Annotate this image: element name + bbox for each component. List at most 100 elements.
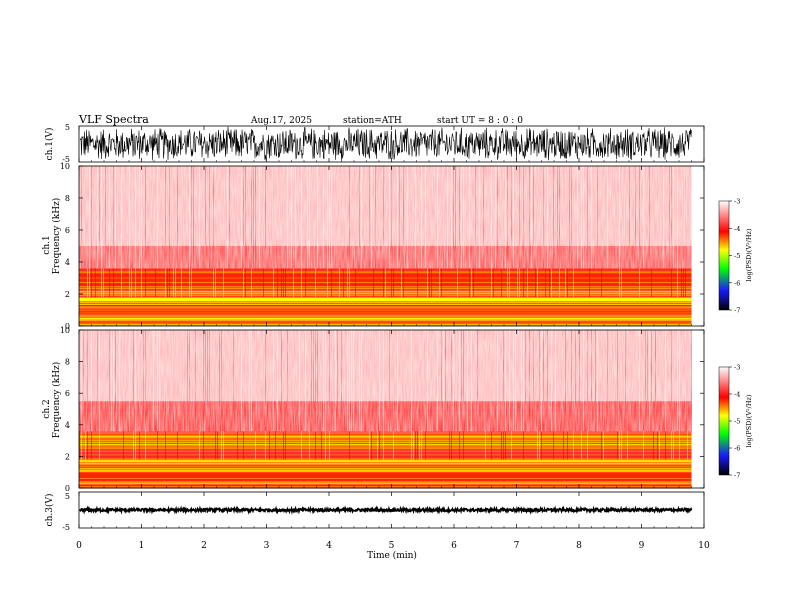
spec2-burst — [81, 431, 82, 460]
spec1-band — [79, 308, 692, 317]
spec1-line-feature — [79, 306, 692, 308]
spec2-line-feature — [79, 447, 692, 449]
spec2-burst — [581, 431, 582, 460]
spec1-burst — [527, 268, 528, 298]
spec1-burst — [213, 268, 214, 298]
spec2-line-feature — [79, 434, 692, 436]
time-tick-label: 1 — [139, 541, 145, 551]
cb2-ticks-tick-label: -7 — [734, 472, 740, 480]
cb2-ticks-tick-label: -3 — [734, 364, 740, 372]
spec2-burst — [451, 431, 452, 460]
spec2-line-feature — [79, 458, 692, 460]
spec2-line-feature — [79, 479, 692, 481]
spec1-ytick-label: 4 — [65, 258, 70, 267]
spec1-burst — [135, 268, 136, 298]
spec1-burst — [457, 268, 458, 298]
spec2-band — [79, 472, 692, 481]
ch3-waveform-panel: 5 -5 ch.3(V) 0 1 2 3 4 5 6 7 8 9 10 Time (min) — [44, 126, 710, 561]
ch2-colorbar-gradient — [718, 366, 730, 476]
spec2-burst — [203, 431, 204, 460]
spec2-burst — [265, 431, 266, 460]
spec2-burst — [221, 431, 222, 460]
ch1-ytick-top: 5 — [65, 123, 70, 132]
spec2-line-feature — [79, 454, 692, 456]
spec1-burst — [401, 268, 402, 298]
ch2-spectrogram-panel: 0 2 4 6 8 10 ch.2 Frequency (kHz) — [42, 326, 705, 493]
spec1-burst — [385, 268, 386, 298]
spec1-line-feature — [79, 317, 692, 319]
time-tick-label: 4 — [326, 541, 332, 551]
spec2-burst — [643, 431, 644, 460]
ch1-colorbar-label: log(PSD)(V²/Hz) — [745, 228, 753, 281]
spec2-burst — [673, 431, 674, 460]
time-tick-label: 0 — [76, 541, 82, 551]
spec2-burst — [537, 431, 538, 460]
spec2-burst — [417, 431, 418, 460]
spec2-burst — [463, 431, 464, 460]
spec1-burst — [169, 268, 170, 298]
ch3-waveform-trace — [79, 505, 693, 515]
time-axis-label: Time (min) — [367, 550, 417, 561]
ch1-ylabel: ch.1(V) — [44, 128, 55, 161]
spec1-burst — [685, 268, 686, 298]
spec1-burst — [251, 268, 252, 298]
spec1-burst — [549, 268, 550, 298]
spec1-ytick-label: 2 — [65, 290, 70, 299]
spec2-burst — [485, 431, 486, 460]
station-label: station=ATH — [343, 116, 402, 126]
spec1-burst — [509, 268, 510, 298]
cb1-ticks-tick-label: -4 — [734, 225, 740, 233]
spec2-line-feature — [79, 483, 692, 485]
spec2-ytick-label: 4 — [65, 421, 70, 430]
spec2-burst — [145, 431, 146, 460]
spec1-line-feature — [79, 302, 692, 304]
spec2-burst — [659, 431, 660, 460]
ch1-spectrogram-heatmap — [79, 166, 692, 327]
spec2-burst — [369, 431, 370, 460]
spec2-burst — [223, 431, 224, 460]
spec1-burst — [619, 268, 620, 298]
ch1-colorbar: -3 -4 -5 -6 -7 log(PSD)(V²/Hz) — [718, 198, 753, 315]
spec1-line-feature — [79, 323, 692, 325]
spec1-burst — [519, 268, 520, 298]
spec2-ytick-label: 10 — [60, 326, 70, 335]
spec2-line-feature — [79, 461, 692, 463]
spec1-burst — [343, 268, 344, 298]
cb1-ticks-tick-label: -6 — [734, 279, 740, 287]
spec1-ytick-label: 8 — [65, 194, 70, 203]
spec2-burst — [491, 431, 492, 460]
spec2-burst — [657, 431, 658, 460]
ch2-spectrogram-channel-label: ch.2 — [42, 399, 52, 418]
spec2-line-feature — [79, 464, 692, 466]
start-ut-label: start UT = 8 : 0 : 0 — [437, 116, 523, 126]
spec1-line-feature — [79, 303, 692, 305]
spec2-line-feature — [79, 442, 692, 444]
spec2-burst — [619, 431, 620, 460]
spec2-line-feature — [79, 436, 692, 438]
spec1-burst — [469, 268, 470, 298]
spec2-burst — [133, 431, 134, 460]
spec1-burst — [91, 268, 92, 298]
spec2-line-feature — [79, 486, 692, 488]
spec2-line-feature — [79, 435, 692, 437]
spec2-line-feature — [79, 461, 692, 463]
spec2-burst — [123, 431, 124, 460]
spec1-burst — [215, 268, 216, 298]
spec2-line-feature — [79, 471, 692, 473]
spec2-burst — [413, 431, 414, 460]
spec1-burst — [565, 268, 566, 298]
spec2-burst — [217, 431, 218, 460]
spec1-burst — [87, 268, 88, 298]
spec1-line-feature — [79, 306, 692, 308]
spec2-line-feature — [79, 484, 692, 486]
spec2-line-feature — [79, 480, 692, 482]
spec1-burst — [175, 268, 176, 298]
spec2-line-feature — [79, 469, 692, 470]
spec1-ytick-label: 6 — [65, 226, 70, 235]
figure-title: VLF Spectra — [78, 113, 149, 126]
spec2-burst — [329, 431, 330, 460]
spec1-burst — [243, 268, 244, 298]
spec2-line-feature — [79, 436, 692, 437]
spec2-burst — [377, 431, 378, 460]
